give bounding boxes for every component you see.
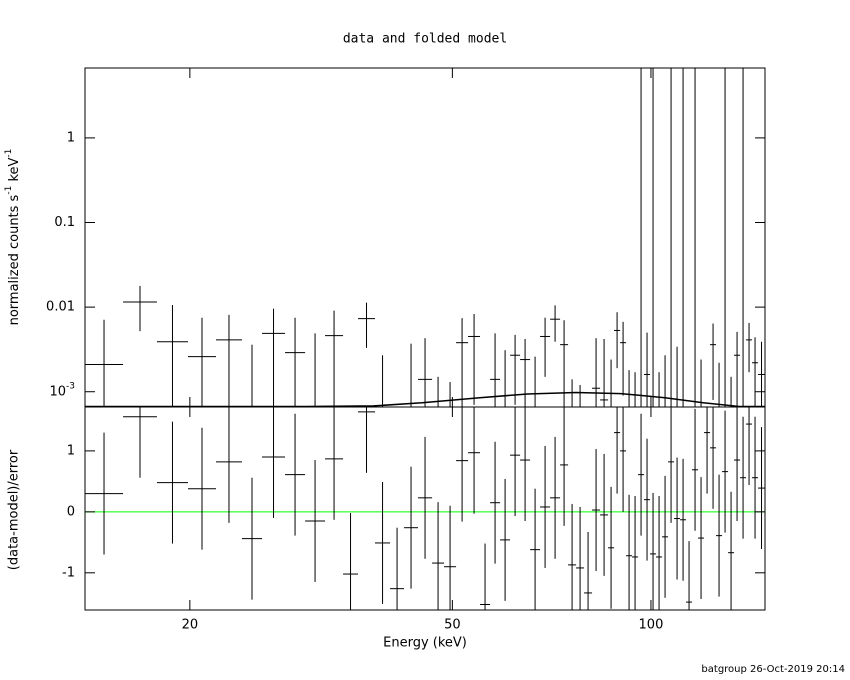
x-tick-label: 50 xyxy=(444,618,461,633)
x-tick-label: 100 xyxy=(639,618,664,633)
footer: batgroup 26-Oct-2019 20:14 xyxy=(701,664,845,675)
bottom-panel xyxy=(85,407,765,610)
y-axis-label: (data-model)/error xyxy=(7,449,22,570)
y-tick-label: -1 xyxy=(62,565,75,580)
y-axis-label: normalized counts s-1 keV-1 xyxy=(4,149,22,326)
y-tick-label: 0 xyxy=(67,504,75,519)
chart-title: data and folded model xyxy=(343,32,507,47)
x-tick-label: 20 xyxy=(182,618,199,633)
y-tick-label: 0.1 xyxy=(54,215,75,230)
x-axis-label: Energy (keV) xyxy=(383,636,467,651)
y-tick-label: 0.01 xyxy=(46,300,75,315)
y-tick-label: 10-3 xyxy=(49,381,75,399)
y-tick-label: 1 xyxy=(67,130,75,145)
top-panel xyxy=(85,68,765,407)
y-tick-label: 1 xyxy=(67,443,75,458)
model-line xyxy=(85,391,765,407)
